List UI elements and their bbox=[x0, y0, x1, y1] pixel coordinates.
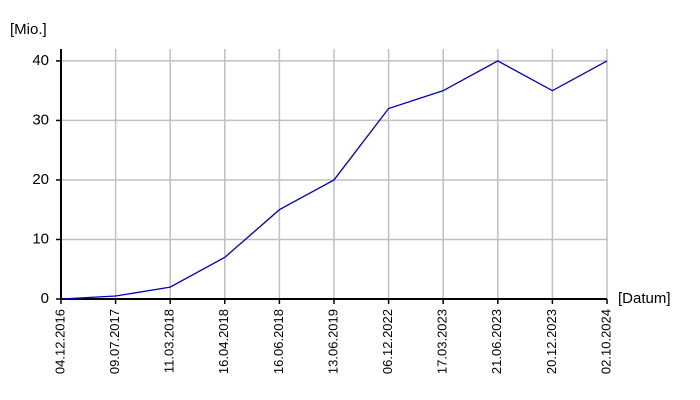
x-tick-label: 20.12.2023 bbox=[544, 309, 559, 374]
x-tick-label: 16.04.2018 bbox=[216, 309, 231, 374]
x-tick-label: 02.10.2024 bbox=[598, 309, 613, 374]
y-tick-label: 20 bbox=[32, 171, 49, 188]
y-tick-label: 0 bbox=[41, 290, 49, 307]
x-tick-label: 09.07.2017 bbox=[107, 309, 122, 374]
x-tick-label: 16.06.2018 bbox=[271, 309, 286, 374]
y-tick-label: 10 bbox=[32, 230, 49, 247]
x-tick-label: 04.12.2016 bbox=[52, 309, 67, 374]
x-tick-label: 11.03.2018 bbox=[162, 309, 177, 373]
x-axis-label: [Datum] bbox=[618, 290, 671, 307]
y-tick-label: 30 bbox=[32, 111, 49, 128]
x-tick-label: 13.06.2019 bbox=[325, 309, 340, 374]
y-axis-label: [Mio.] bbox=[10, 21, 47, 38]
x-tick-label: 21.06.2023 bbox=[489, 309, 504, 374]
x-tick-label: 06.12.2022 bbox=[380, 309, 395, 374]
y-tick-label: 40 bbox=[32, 52, 49, 69]
x-tick-label: 17.03.2023 bbox=[435, 309, 450, 374]
data-line bbox=[60, 60, 608, 300]
